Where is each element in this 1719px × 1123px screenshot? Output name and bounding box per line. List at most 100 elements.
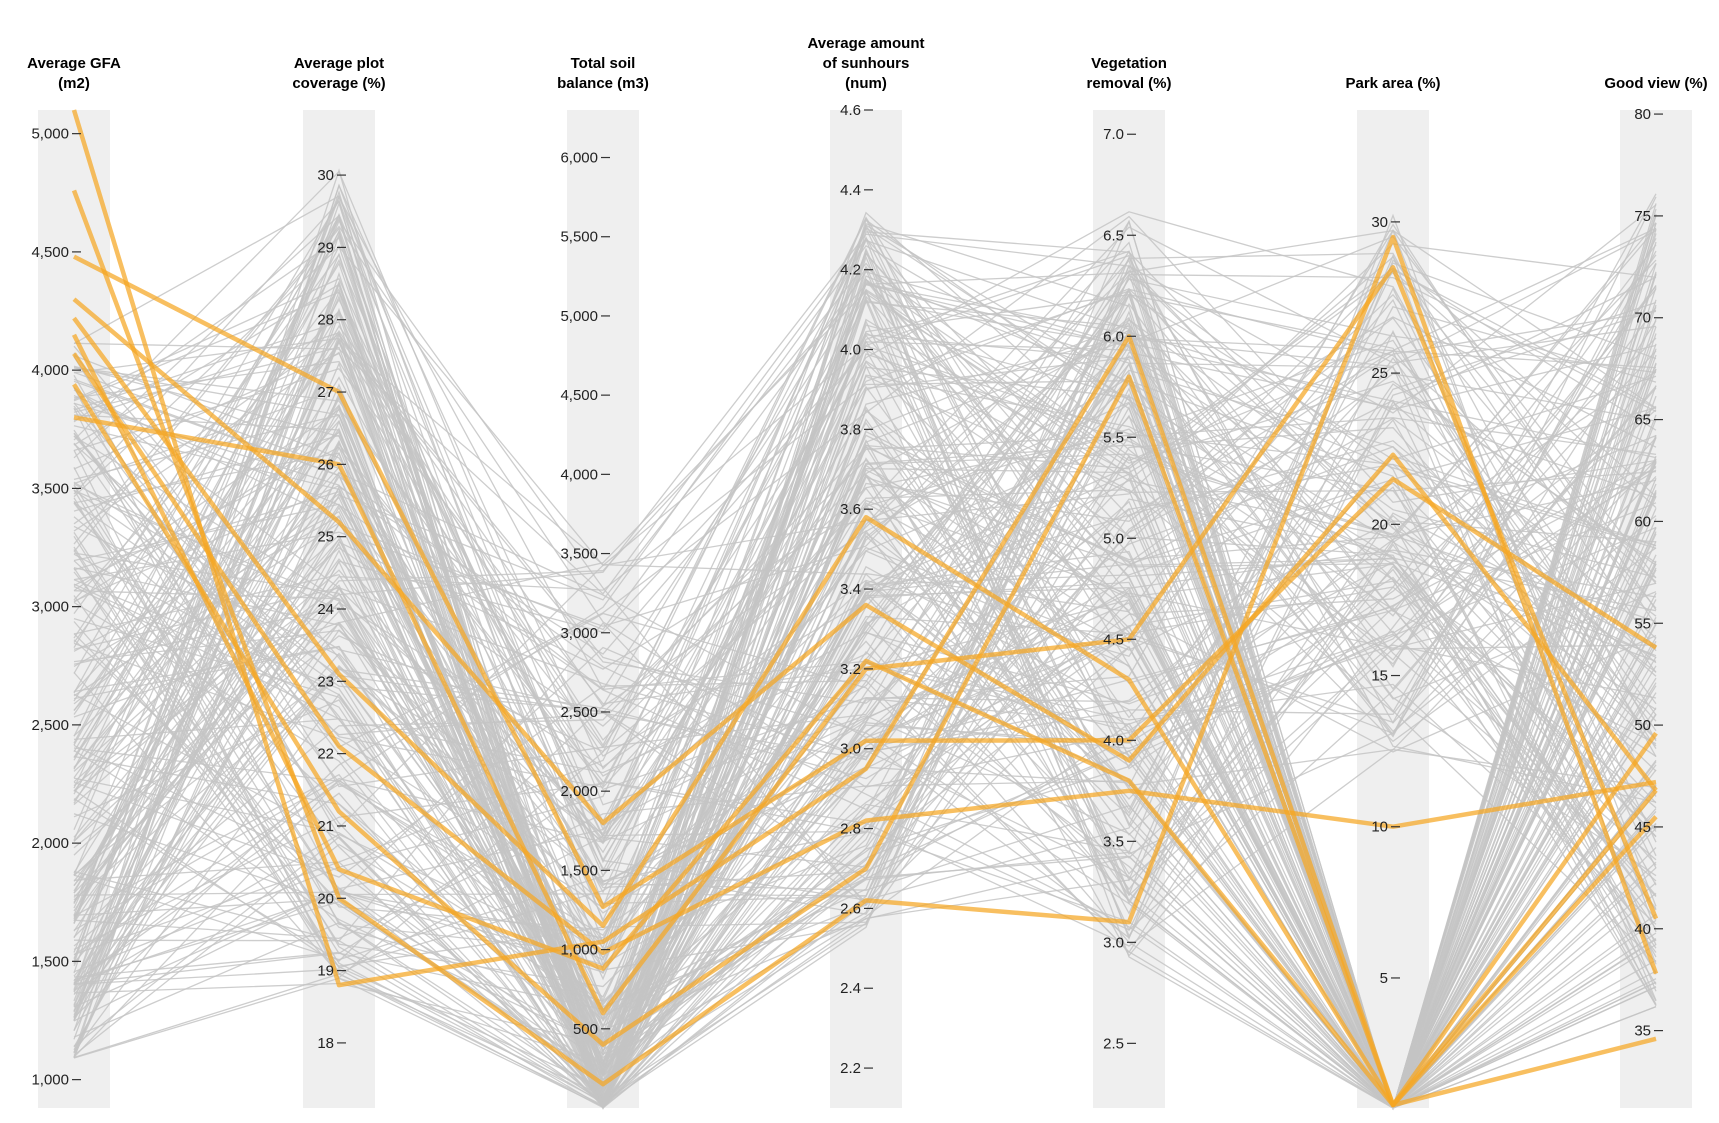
background-line: [73, 307, 1657, 1016]
axis-title-sunhours: of sunhours: [823, 55, 910, 72]
tick-label: 2,500: [560, 704, 598, 721]
tick-label: 4,500: [560, 387, 598, 404]
axis-title-good_view: Good view (%): [1604, 75, 1707, 92]
background-line: [73, 323, 1657, 1108]
tick-label: 1,500: [560, 862, 598, 879]
background-line: [73, 356, 1657, 1105]
tick-label: 4,000: [31, 362, 69, 379]
axis-title-gfa: (m2): [58, 75, 90, 92]
tick-label: 3.0: [840, 741, 861, 758]
tick-label: 22: [317, 746, 334, 763]
tick-label: 6.0: [1103, 328, 1124, 345]
tick-label: 28: [317, 312, 334, 329]
highlighted-line-8[interactable]: [71, 109, 1658, 1108]
background-line: [73, 580, 1657, 1008]
axis-title-soil_balance: Total soil: [571, 55, 636, 72]
tick-label: 3.8: [840, 421, 861, 438]
tick-label: 21: [317, 818, 334, 835]
tick-label: 6,000: [560, 150, 598, 167]
tick-label: 40: [1634, 921, 1651, 938]
background-line: [73, 383, 1657, 1089]
tick-label: 65: [1634, 412, 1651, 429]
highlighted-lines: [71, 109, 1659, 1108]
tick-label: 4,500: [31, 244, 69, 261]
background-line: [73, 356, 1657, 880]
axis-title-vegetation_removal: Vegetation: [1091, 55, 1167, 72]
axes: 1,000 1,500 2,000 2,500 3,000 3,500 4,000 4,500…: [27, 35, 1708, 1089]
background-line: [73, 475, 1657, 955]
axis-vegetation_removal: 2.5 3.0 3.5 4.0 4.5 5.0 5.5 6.0 6.5 7.0 Vegetation…: [1086, 55, 1171, 1052]
background-line: [73, 278, 1657, 1042]
tick-label: 20: [317, 890, 334, 907]
tick-label: 26: [317, 456, 334, 473]
tick-label: 1,000: [31, 1072, 69, 1089]
tick-label: 1,000: [560, 942, 598, 959]
background-line: [73, 204, 1657, 1017]
background-line: [73, 217, 1657, 881]
tick-label: 4.4: [840, 182, 861, 199]
background-line: [73, 380, 1657, 975]
tick-label: 50: [1634, 717, 1651, 734]
axis-gfa: 1,000 1,500 2,000 2,500 3,000 3,500 4,000 4,500…: [27, 55, 121, 1089]
background-line: [73, 229, 1657, 1047]
background-line: [73, 287, 1657, 1045]
background-line: [73, 262, 1657, 1012]
background-line: [73, 324, 1657, 1102]
background-line: [73, 324, 1657, 897]
background-line: [73, 211, 1657, 894]
tick-label: 25: [1371, 365, 1388, 382]
tick-label: 2,000: [31, 835, 69, 852]
axis-sunhours: 2.2 2.4 2.6 2.8 3.0 3.2 3.4 3.6 3.8 4.0 4.2 4.4 4.6 A…: [808, 35, 925, 1077]
axis-title-gfa: Average GFA: [27, 55, 121, 72]
tick-label: 27: [317, 384, 334, 401]
tick-label: 2.4: [840, 980, 861, 997]
tick-label: 20: [1371, 516, 1388, 533]
background-line: [73, 331, 1657, 1102]
background-line: [73, 376, 1657, 915]
tick-label: 10: [1371, 819, 1388, 836]
background-line: [73, 288, 1657, 691]
tick-label: 2.6: [840, 900, 861, 917]
background-line: [73, 249, 1657, 964]
background-line: [73, 321, 1657, 1110]
background-line: [73, 340, 1657, 1104]
axis-band-gfa: [38, 110, 110, 1108]
tick-label: 80: [1634, 106, 1651, 123]
tick-label: 4.6: [840, 102, 861, 119]
tick-label: 1,500: [31, 953, 69, 970]
background-line: [73, 342, 1657, 1066]
tick-label: 2.8: [840, 821, 861, 838]
tick-label: 3,500: [560, 546, 598, 563]
tick-label: 15: [1371, 668, 1388, 685]
background-line: [73, 211, 1657, 909]
background-line: [73, 256, 1657, 1110]
tick-label: 4.5: [1103, 631, 1124, 648]
axis-title-plot_coverage: coverage (%): [292, 75, 385, 92]
tick-label: 4.0: [1103, 732, 1124, 749]
background-line: [73, 273, 1657, 777]
axis-good_view: 35 40 45 50 55 60 65 70 75 80 Good view (%): [1604, 75, 1707, 1040]
highlighted-line-3[interactable]: [72, 297, 1658, 826]
background-line: [73, 278, 1657, 1011]
background-line: [73, 293, 1657, 967]
tick-label: 3.4: [840, 581, 861, 598]
tick-label: 5,000: [31, 126, 69, 143]
background-line: [73, 443, 1657, 1103]
axis-title-soil_balance: balance (m3): [557, 75, 649, 92]
background-line: [73, 299, 1657, 1110]
tick-label: 5.5: [1103, 429, 1124, 446]
axis-title-vegetation_removal: removal (%): [1086, 75, 1171, 92]
tick-label: 500: [573, 1021, 598, 1038]
background-line: [73, 277, 1657, 877]
tick-label: 2,500: [31, 717, 69, 734]
tick-label: 3.2: [840, 661, 861, 678]
background-line: [73, 193, 1657, 1073]
background-line: [73, 237, 1657, 1109]
axis-soil_balance: 500 1,000 1,500 2,000 2,500 3,000 3,500 4,000 4,…: [557, 55, 649, 1038]
tick-label: 4.2: [840, 262, 861, 279]
background-line: [73, 332, 1657, 996]
background-line: [73, 399, 1657, 1106]
tick-label: 3,000: [560, 625, 598, 642]
tick-label: 19: [317, 963, 334, 980]
